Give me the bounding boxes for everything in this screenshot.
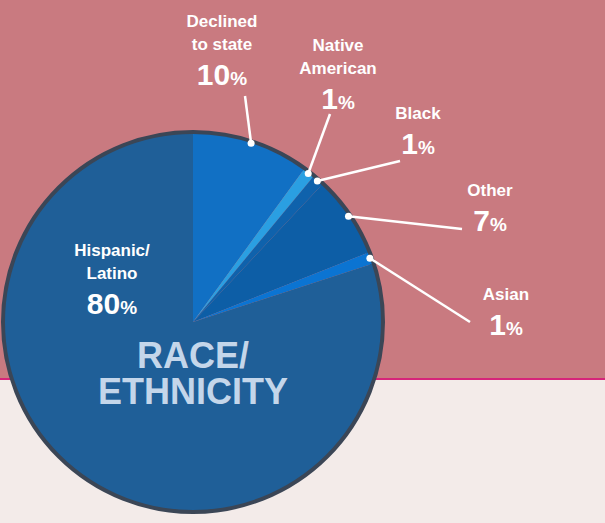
svg-text:1%: 1% xyxy=(401,127,435,160)
svg-text:1%: 1% xyxy=(321,82,355,115)
svg-text:Black: Black xyxy=(395,104,441,123)
svg-text:Other: Other xyxy=(467,181,513,200)
svg-text:Declined: Declined xyxy=(187,12,258,31)
svg-text:Hispanic/: Hispanic/ xyxy=(74,241,150,260)
html-text:ETHNICITY: ETHNICITY xyxy=(98,371,288,412)
svg-text:10%: 10% xyxy=(197,58,247,91)
svg-text:American: American xyxy=(299,59,376,78)
svg-text:Asian: Asian xyxy=(483,285,529,304)
svg-text:1%: 1% xyxy=(489,308,523,341)
svg-text:Latino: Latino xyxy=(87,264,138,283)
svg-text:Native: Native xyxy=(312,36,363,55)
svg-text:80%: 80% xyxy=(87,287,137,320)
svg-text:7%: 7% xyxy=(473,204,507,237)
svg-text:to state: to state xyxy=(192,35,252,54)
html-text:RACE/: RACE/ xyxy=(137,335,249,376)
